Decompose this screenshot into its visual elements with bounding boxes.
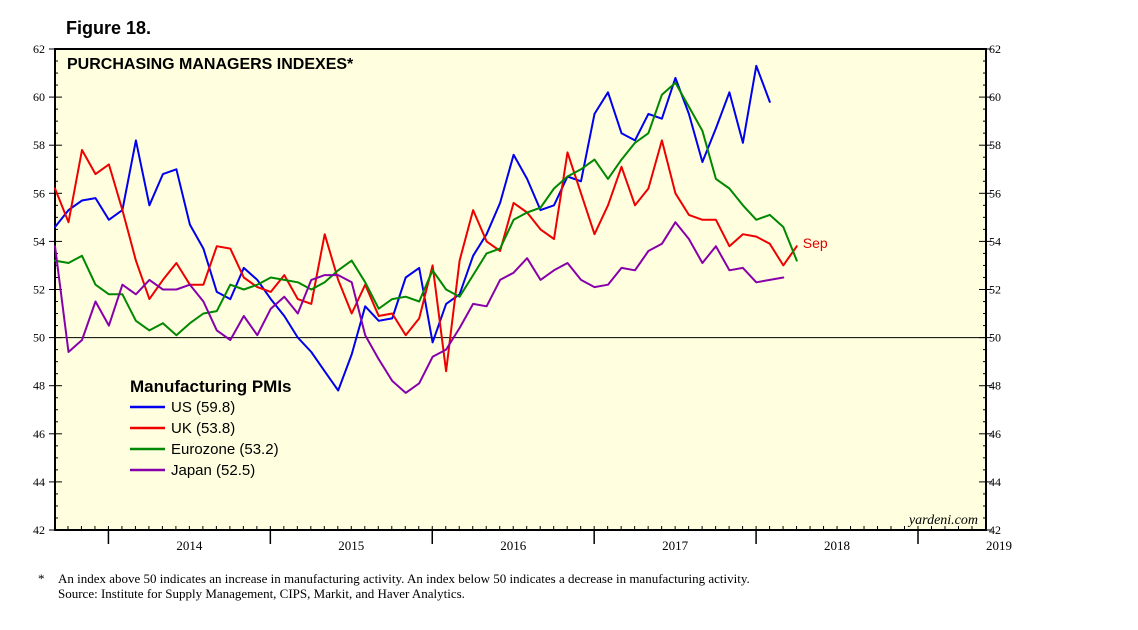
series-line-uk [54, 139, 798, 373]
y-tick-label-left: 48 [33, 379, 45, 393]
x-tick-label: 2014 [176, 538, 203, 553]
y-tick-label-left: 44 [33, 475, 45, 489]
watermark: yardeni.com [907, 513, 978, 528]
y-tick-label-right: 62 [989, 42, 1001, 56]
source-text: Source: Institute for Supply Management,… [58, 586, 465, 601]
y-tick-label-right: 52 [989, 283, 1001, 297]
y-tick-label-right: 56 [989, 186, 1001, 200]
y-tick-label-left: 56 [33, 186, 45, 200]
y-tick-label-left: 52 [33, 283, 45, 297]
y-tick-label-left: 42 [33, 523, 45, 537]
footnote-text: An index above 50 indicates an increase … [58, 571, 750, 586]
series-line-us [54, 64, 771, 392]
y-tick-label-left: 54 [33, 234, 45, 248]
y-tick-label-right: 60 [989, 90, 1001, 104]
footnote-marker: * [38, 571, 45, 586]
x-tick-label: 2017 [662, 538, 689, 553]
legend-label-uk: UK (53.8) [171, 420, 235, 437]
x-tick-label: 2018 [824, 538, 850, 553]
y-tick-label-right: 44 [989, 475, 1001, 489]
y-tick-label-left: 50 [33, 331, 45, 345]
y-tick-label-right: 58 [989, 138, 1001, 152]
y-tick-label-right: 46 [989, 427, 1001, 441]
legend-label-us: US (59.8) [171, 399, 235, 416]
y-tick-label-right: 42 [989, 523, 1001, 537]
y-tick-label-right: 54 [989, 234, 1001, 248]
y-tick-label-right: 50 [989, 331, 1001, 345]
series-line-japan [54, 221, 785, 394]
chart-title: PURCHASING MANAGERS INDEXES* [67, 56, 354, 73]
footnote-block: * An index above 50 indicates an increase… [38, 571, 750, 601]
legend-label-eurozone: Eurozone (53.2) [171, 441, 279, 458]
pmi-line-chart: 42 42 44 44 46 46 48 48 50 50 52 52 54 54 56 56 58 58 60 60… [33, 42, 1012, 553]
legend-label-japan: Japan (52.5) [171, 462, 255, 479]
x-tick-label: 2016 [500, 538, 527, 553]
x-tick-label: 2015 [338, 538, 364, 553]
plot-frame [54, 48, 987, 531]
y-tick-label-right: 48 [989, 379, 1001, 393]
y-tick-label-left: 60 [33, 90, 45, 104]
legend-title: Manufacturing PMIs [130, 377, 292, 396]
y-tick-label-left: 62 [33, 42, 45, 56]
x-tick-label: 2019 [986, 538, 1012, 553]
y-tick-label-left: 58 [33, 138, 45, 152]
series-line-eurozone [54, 81, 798, 337]
figure-label: Figure 18. [66, 18, 152, 38]
y-tick-label-left: 46 [33, 427, 45, 441]
plot-area [55, 49, 986, 530]
end-label: Sep [803, 235, 828, 251]
